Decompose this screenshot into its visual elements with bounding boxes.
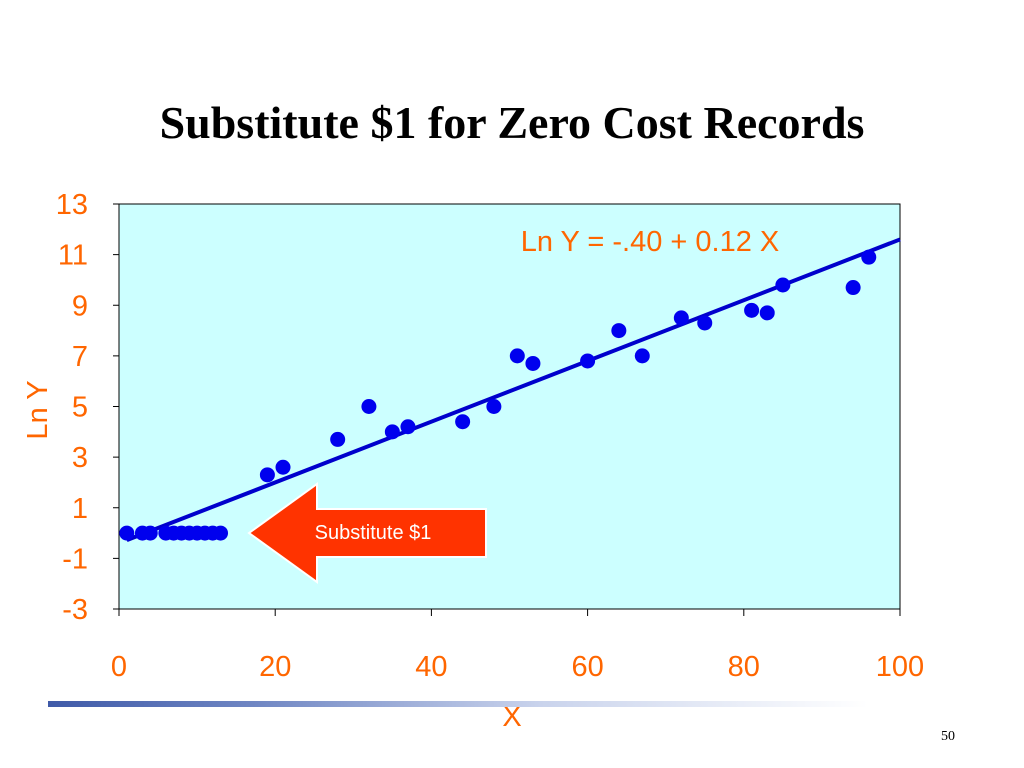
y-tick-label: 9 [72,290,88,322]
x-tick-label: 0 [111,651,127,683]
y-axis-title: Ln Y [22,380,54,439]
data-point [775,277,791,293]
arrow-label: Substitute $1 [315,522,432,544]
slide-title: Substitute $1 for Zero Cost Records [159,97,865,148]
data-point [384,424,400,440]
data-point [486,399,502,414]
x-axis-title: X [502,701,521,733]
data-point [259,467,275,483]
data-point [400,419,416,435]
data-point [119,525,135,541]
data-point [697,315,713,331]
data-point [330,431,346,447]
x-tick-label: 60 [571,651,603,683]
data-point [275,459,291,475]
data-point [759,305,775,321]
data-point [634,348,650,364]
x-axis-tick-labels: 0 20 40 60 80 100 [111,651,924,683]
decorative-gradient-bar [48,701,868,707]
y-tick-label: -1 [62,543,88,575]
y-tick-label: 1 [72,493,88,525]
y-tick-label: 13 [56,189,88,221]
x-tick-label: 80 [728,651,760,683]
arrow-shape [247,482,487,584]
data-point [361,399,377,414]
data-point [580,353,596,369]
y-tick-label: 3 [72,442,88,474]
y-axis-ticks [113,203,119,610]
data-point [611,323,627,339]
data-point [845,280,861,296]
y-axis-tick-labels: 13 11 9 7 5 3 1 -1 -3 [56,189,88,626]
data-point [673,310,689,326]
y-tick-label: 7 [72,341,88,373]
y-tick-label: 5 [72,392,88,424]
data-point [509,348,525,364]
x-tick-label: 40 [415,651,447,683]
data-points [119,249,877,541]
data-point [213,525,229,541]
data-point [861,249,877,265]
data-point [142,525,158,541]
page-number: 50 [941,729,955,744]
data-point [455,414,471,430]
x-tick-label: 20 [259,651,291,683]
data-point [525,355,541,371]
y-tick-label: 11 [58,240,88,272]
x-tick-label: 100 [876,651,924,683]
regression-equation-label: Ln Y = -.40 + 0.12 X [521,226,780,258]
regression-line [126,237,901,543]
plot-area [118,203,901,610]
substitute-arrow: Substitute $1 [247,482,487,584]
data-point [744,302,760,318]
y-tick-label: -3 [62,594,88,626]
x-axis-ticks [118,609,901,616]
